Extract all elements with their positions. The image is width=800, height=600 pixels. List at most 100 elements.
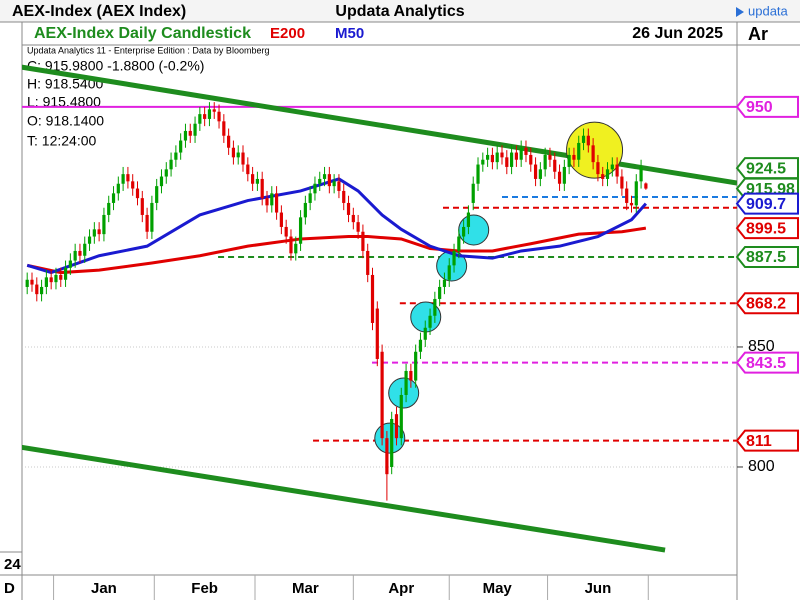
candle-body bbox=[332, 181, 336, 187]
logo: updata bbox=[748, 3, 789, 18]
candle-body bbox=[107, 202, 111, 215]
candle-body bbox=[102, 214, 106, 235]
ma-line bbox=[26, 177, 647, 275]
candle-body bbox=[476, 164, 480, 184]
x-tick-label: Apr bbox=[388, 580, 414, 597]
candle-body bbox=[44, 277, 48, 287]
price-marker-label: 950 bbox=[746, 99, 773, 116]
candle-body bbox=[625, 188, 629, 203]
candle-body bbox=[246, 164, 250, 175]
candle-body bbox=[562, 166, 566, 184]
candle-body bbox=[251, 174, 255, 184]
price-marker bbox=[735, 245, 799, 268]
candle-body bbox=[92, 229, 96, 237]
chart-title: AEX-Index Daily Candlestick bbox=[34, 25, 251, 42]
candle-body bbox=[514, 152, 518, 160]
candle-body bbox=[217, 111, 221, 122]
candle-body bbox=[231, 147, 236, 158]
legend-entry: M50 bbox=[335, 25, 364, 42]
candle-body bbox=[298, 217, 303, 244]
candle-body bbox=[164, 169, 168, 177]
candle-body bbox=[174, 152, 178, 160]
candle-body bbox=[629, 202, 634, 206]
info-line: O: 918.1400 bbox=[27, 113, 104, 129]
candle-body bbox=[471, 183, 475, 203]
candle-body bbox=[538, 169, 542, 179]
candle-body bbox=[116, 183, 120, 194]
candle-body bbox=[596, 162, 600, 175]
candle-body bbox=[279, 212, 283, 227]
candle-body bbox=[183, 130, 188, 141]
candle-body bbox=[270, 193, 274, 206]
x-tick-label: Feb bbox=[191, 580, 218, 597]
candle-body bbox=[370, 274, 375, 323]
candle-body bbox=[414, 351, 418, 381]
candle-body bbox=[327, 174, 331, 187]
candle-body bbox=[505, 157, 509, 167]
candle-body bbox=[121, 174, 125, 184]
candle-body bbox=[394, 414, 399, 439]
candle-body bbox=[438, 286, 442, 299]
candle-body bbox=[634, 181, 638, 206]
candle-body bbox=[577, 142, 581, 160]
candle-body bbox=[581, 135, 586, 143]
candle-body bbox=[509, 152, 514, 167]
candle-body bbox=[236, 152, 240, 158]
y-tick-label: 850 bbox=[748, 338, 775, 355]
trendline bbox=[22, 444, 666, 553]
candle-body bbox=[39, 286, 44, 295]
candle-body bbox=[457, 236, 461, 251]
candle-body bbox=[615, 164, 619, 177]
price-marker-label: 924.5 bbox=[746, 160, 786, 177]
candle-body bbox=[423, 327, 427, 340]
candle-body bbox=[145, 214, 149, 232]
candle-body bbox=[131, 181, 135, 189]
price-marker-label: 909.7 bbox=[746, 196, 786, 213]
candle-body bbox=[351, 214, 355, 223]
candle-body bbox=[399, 394, 403, 439]
candle-body bbox=[591, 145, 595, 163]
candle-body bbox=[418, 339, 423, 352]
candle-body bbox=[466, 212, 471, 227]
candle-body bbox=[639, 166, 643, 182]
candle-body bbox=[35, 284, 39, 295]
candle-body bbox=[140, 198, 144, 215]
candle-body bbox=[481, 159, 485, 165]
left-label: D bbox=[4, 580, 15, 597]
candle-body bbox=[447, 265, 451, 280]
candle-body bbox=[380, 351, 384, 439]
candle-body bbox=[490, 154, 495, 163]
header-title: AEX-Index (AEX Index) bbox=[12, 3, 186, 20]
candle-body bbox=[337, 181, 341, 191]
ma-line bbox=[26, 226, 647, 275]
candle-body bbox=[68, 260, 72, 268]
candle-body bbox=[601, 174, 605, 179]
candle-body bbox=[543, 154, 547, 170]
candle-body bbox=[442, 279, 447, 287]
candle-body bbox=[207, 109, 212, 119]
candle-body bbox=[78, 250, 82, 256]
price-marker-label: 811 bbox=[746, 433, 772, 450]
candle-body bbox=[572, 154, 576, 160]
price-marker-label: 843.5 bbox=[746, 355, 786, 372]
candle-body bbox=[193, 123, 197, 136]
candle-body bbox=[150, 202, 154, 232]
candle-body bbox=[548, 154, 552, 160]
price-marker bbox=[735, 217, 799, 240]
candle-body bbox=[212, 109, 216, 112]
candle-body bbox=[159, 176, 164, 187]
highlight-circle bbox=[388, 377, 420, 409]
candle-body bbox=[586, 135, 590, 146]
candle-body bbox=[179, 140, 183, 153]
info-line: L: 915.4800 bbox=[27, 94, 101, 110]
candle-body bbox=[49, 277, 53, 283]
candle-body bbox=[63, 267, 68, 280]
candle-body bbox=[294, 243, 298, 254]
candle-body bbox=[241, 152, 245, 165]
candle-body bbox=[188, 130, 192, 136]
candle-body bbox=[260, 178, 264, 199]
candle-body bbox=[87, 236, 92, 244]
candle-body bbox=[529, 154, 533, 165]
candle-body bbox=[203, 114, 207, 119]
header-center: Updata Analytics bbox=[335, 3, 464, 20]
